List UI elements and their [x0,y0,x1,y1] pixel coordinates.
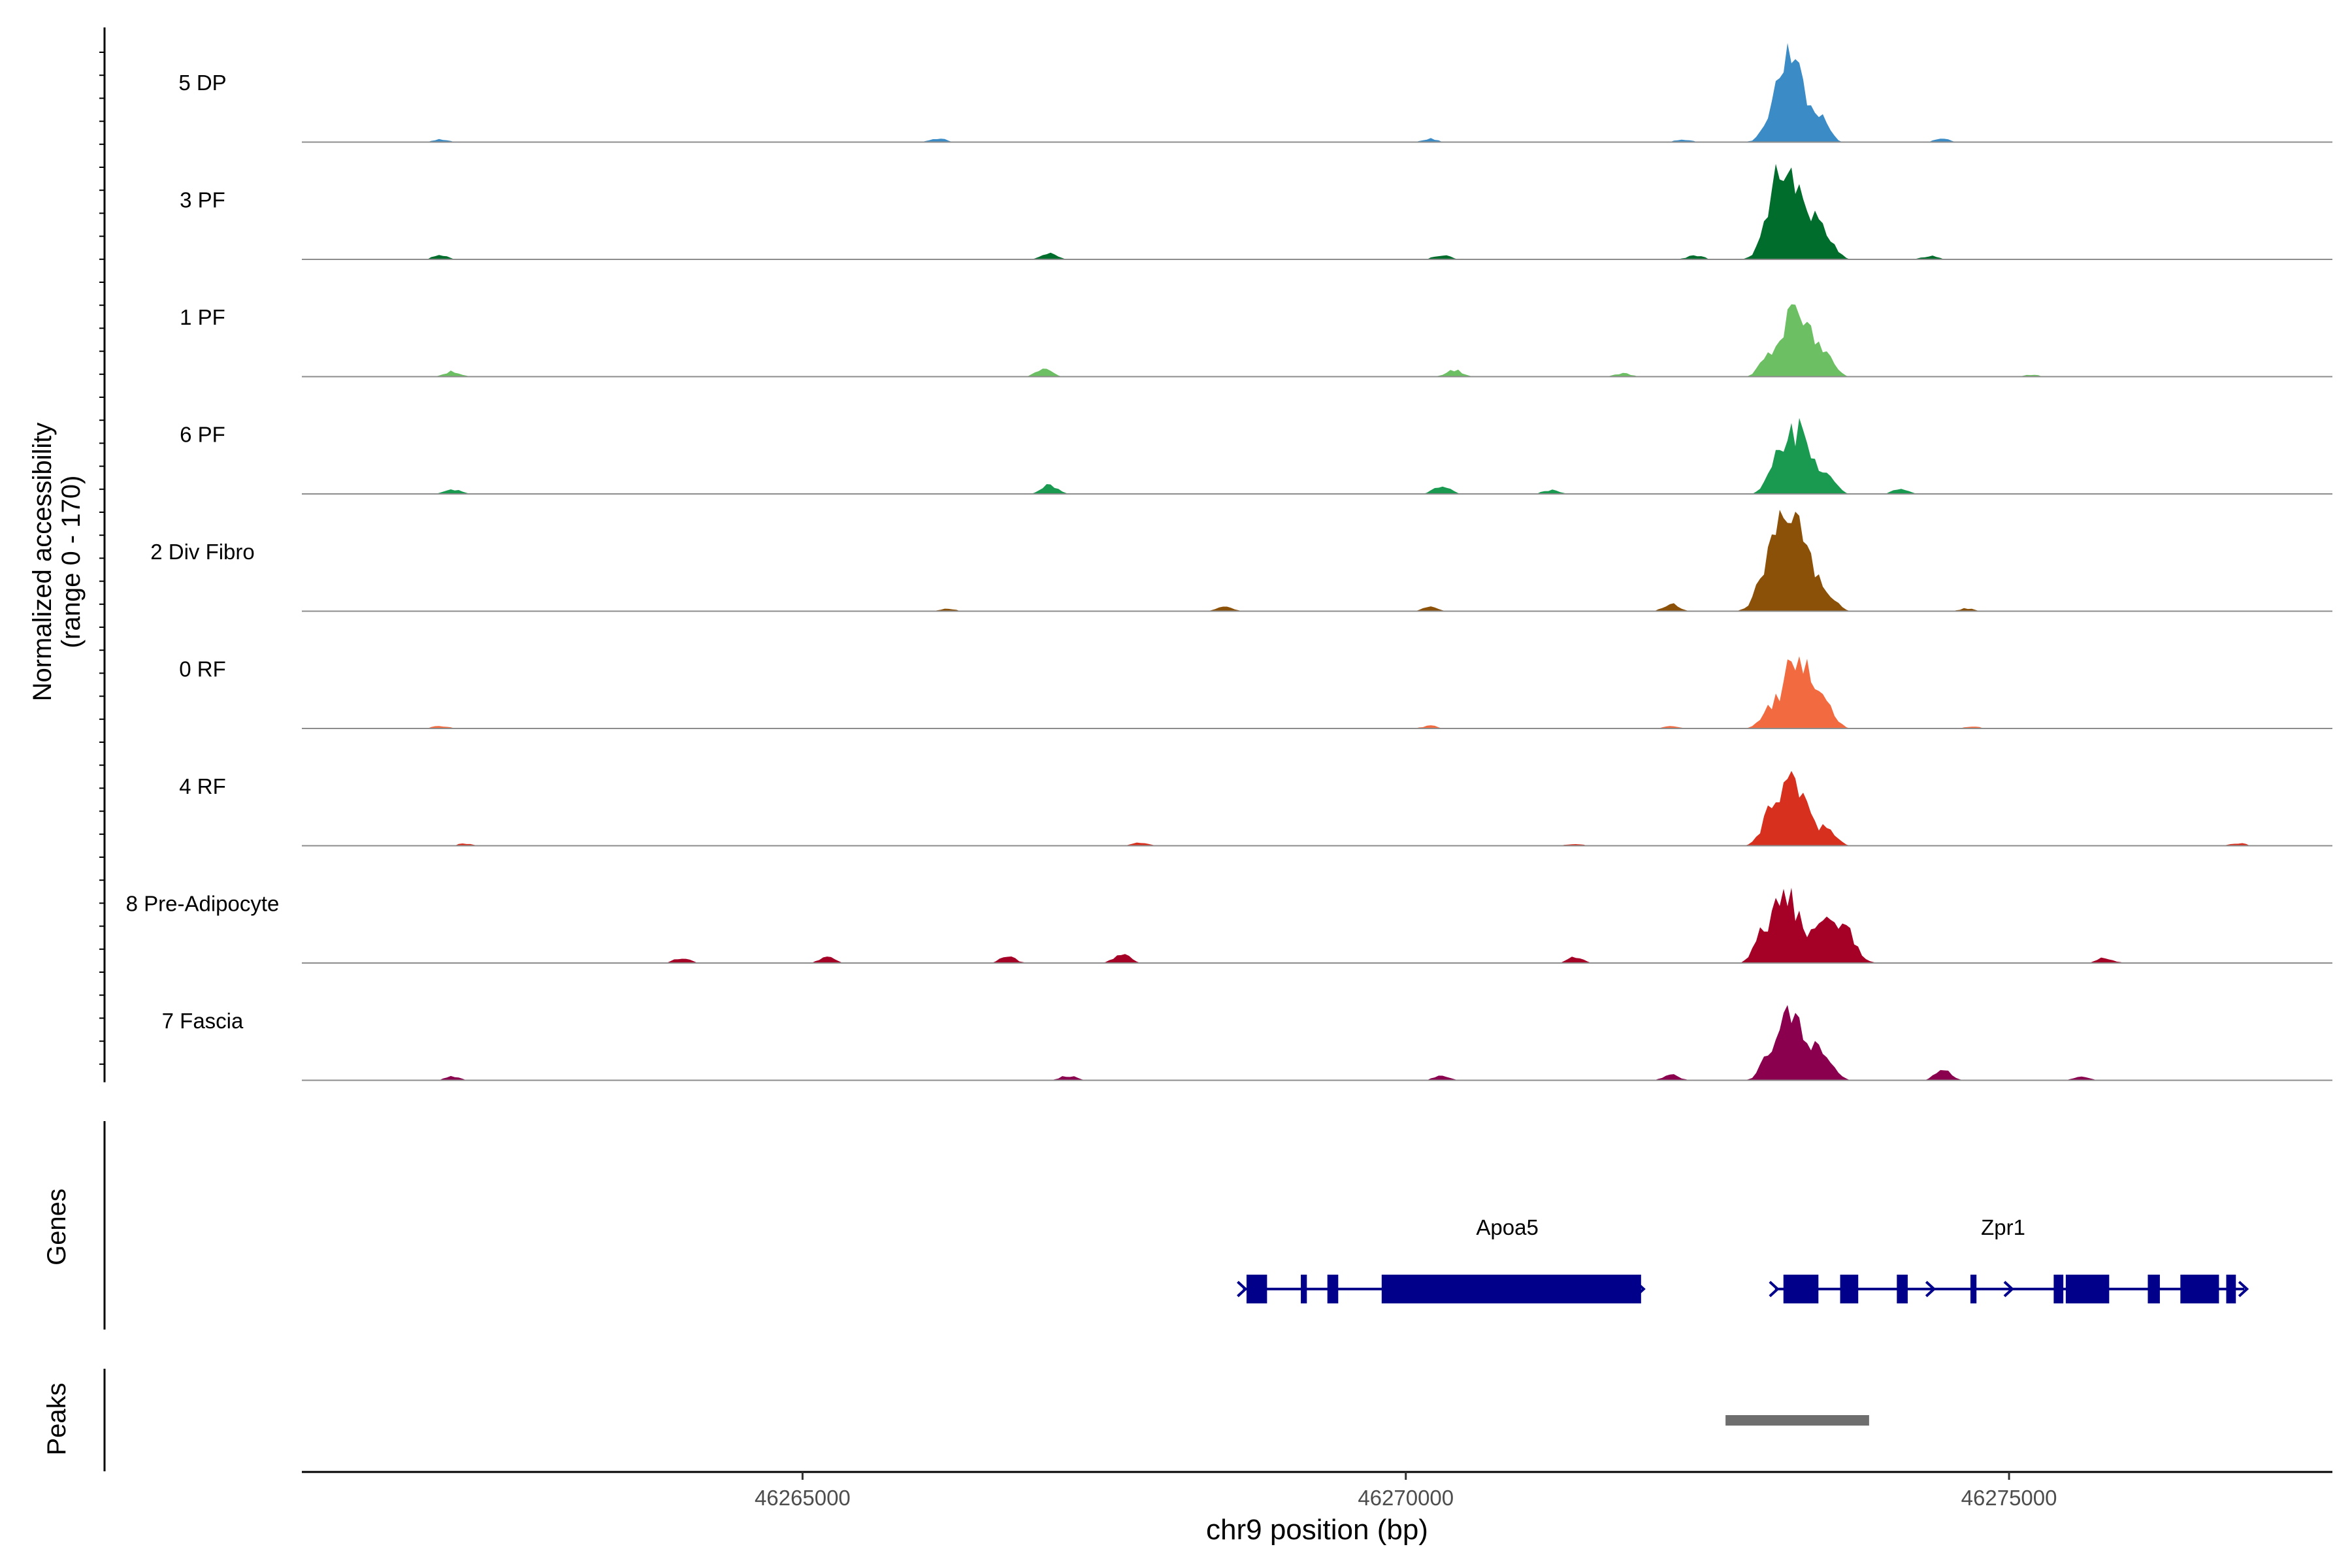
track-label: 2 Div Fibro [150,540,255,564]
peak-region [1725,1415,1869,1426]
genes-track-label: Genes [42,1188,71,1266]
track-7-fascia: 7 Fascia [162,1005,2332,1081]
coverage-area [302,42,2332,142]
track-label: 1 PF [180,305,225,329]
strand-arrow [1925,1281,1936,1298]
track-label: 6 PF [180,423,225,447]
coverage-area [302,887,2332,963]
strand-arrow [2238,1281,2249,1298]
gene-exon [1897,1275,1908,1303]
x-tick-label: 46270000 [1358,1486,1454,1510]
coverage-area [302,510,2332,612]
coverage-area [302,771,2332,846]
track-2-div-fibro: 2 Div Fibro [150,510,2332,612]
strand-arrow [1237,1281,1248,1298]
track-label: 4 RF [179,774,226,798]
gene-exon [2053,1275,2064,1303]
gene-label: Zpr1 [1981,1215,2025,1239]
track-0-rf: 0 RF [179,656,2332,729]
genes-track: Apoa5 Zpr1 [103,1121,2249,1330]
strand-arrow [1769,1281,1780,1298]
strand-arrow [1635,1281,1646,1298]
strand-arrow [2003,1281,2014,1298]
peaks-track [103,1369,1869,1471]
track-4-rf: 4 RF [179,771,2332,847]
track-label: 7 Fascia [162,1009,244,1033]
coverage-area [302,1005,2332,1081]
track-label: 3 PF [180,188,225,212]
gene-exon [1381,1275,1641,1303]
track-6-pf: 6 PF [180,417,2332,495]
gene-label: Apoa5 [1476,1215,1538,1239]
x-axis: 46265000 46270000 46275000 [302,1471,2332,1510]
track-3-pf: 3 PF [180,163,2332,260]
x-axis-label: chr9 position (bp) [1206,1514,1428,1546]
gene-exon [1783,1275,1819,1303]
gene-exon [2065,1275,2110,1303]
y-axis-label: Normalized accessibility [28,423,57,702]
track-label: 8 Pre-Adipocyte [126,892,280,916]
coverage-area [302,304,2332,377]
x-tick-label: 46265000 [755,1486,851,1510]
gene-exon [1970,1275,1977,1303]
x-tick-label: 46275000 [1961,1486,2057,1510]
gene-exon [1840,1275,1859,1303]
y-axis-label-group: Normalized accessibility (range 0 - 170) [28,423,86,702]
track-label: 0 RF [179,657,226,681]
gene-exon [2226,1275,2236,1303]
gene-exon [1301,1275,1307,1303]
gene-zpr1: Zpr1 [1769,1215,2249,1303]
coverage-area [302,417,2332,494]
track-5-dp: 5 DP [178,42,2332,143]
track-1-pf: 1 PF [180,304,2332,378]
coverage-area [302,163,2332,259]
y-axis-range-label: (range 0 - 170) [57,476,86,649]
peaks-track-label: Peaks [42,1382,71,1455]
gene-exon [1327,1275,1339,1303]
coverage-tracks: 5 DP 3 PF 1 PF 6 PF 2 Div Fibro 0 RF 4 RF 8 Pre… [99,27,2332,1083]
coverage-area [302,656,2332,728]
gene-exon [2148,1275,2160,1303]
track-8-pre-adipocyte: 8 Pre-Adipocyte [126,887,2332,964]
gene-exon [2180,1275,2219,1303]
gene-apoa5: Apoa5 [1237,1215,1646,1303]
track-label: 5 DP [178,71,226,95]
gene-exon [1246,1275,1267,1303]
